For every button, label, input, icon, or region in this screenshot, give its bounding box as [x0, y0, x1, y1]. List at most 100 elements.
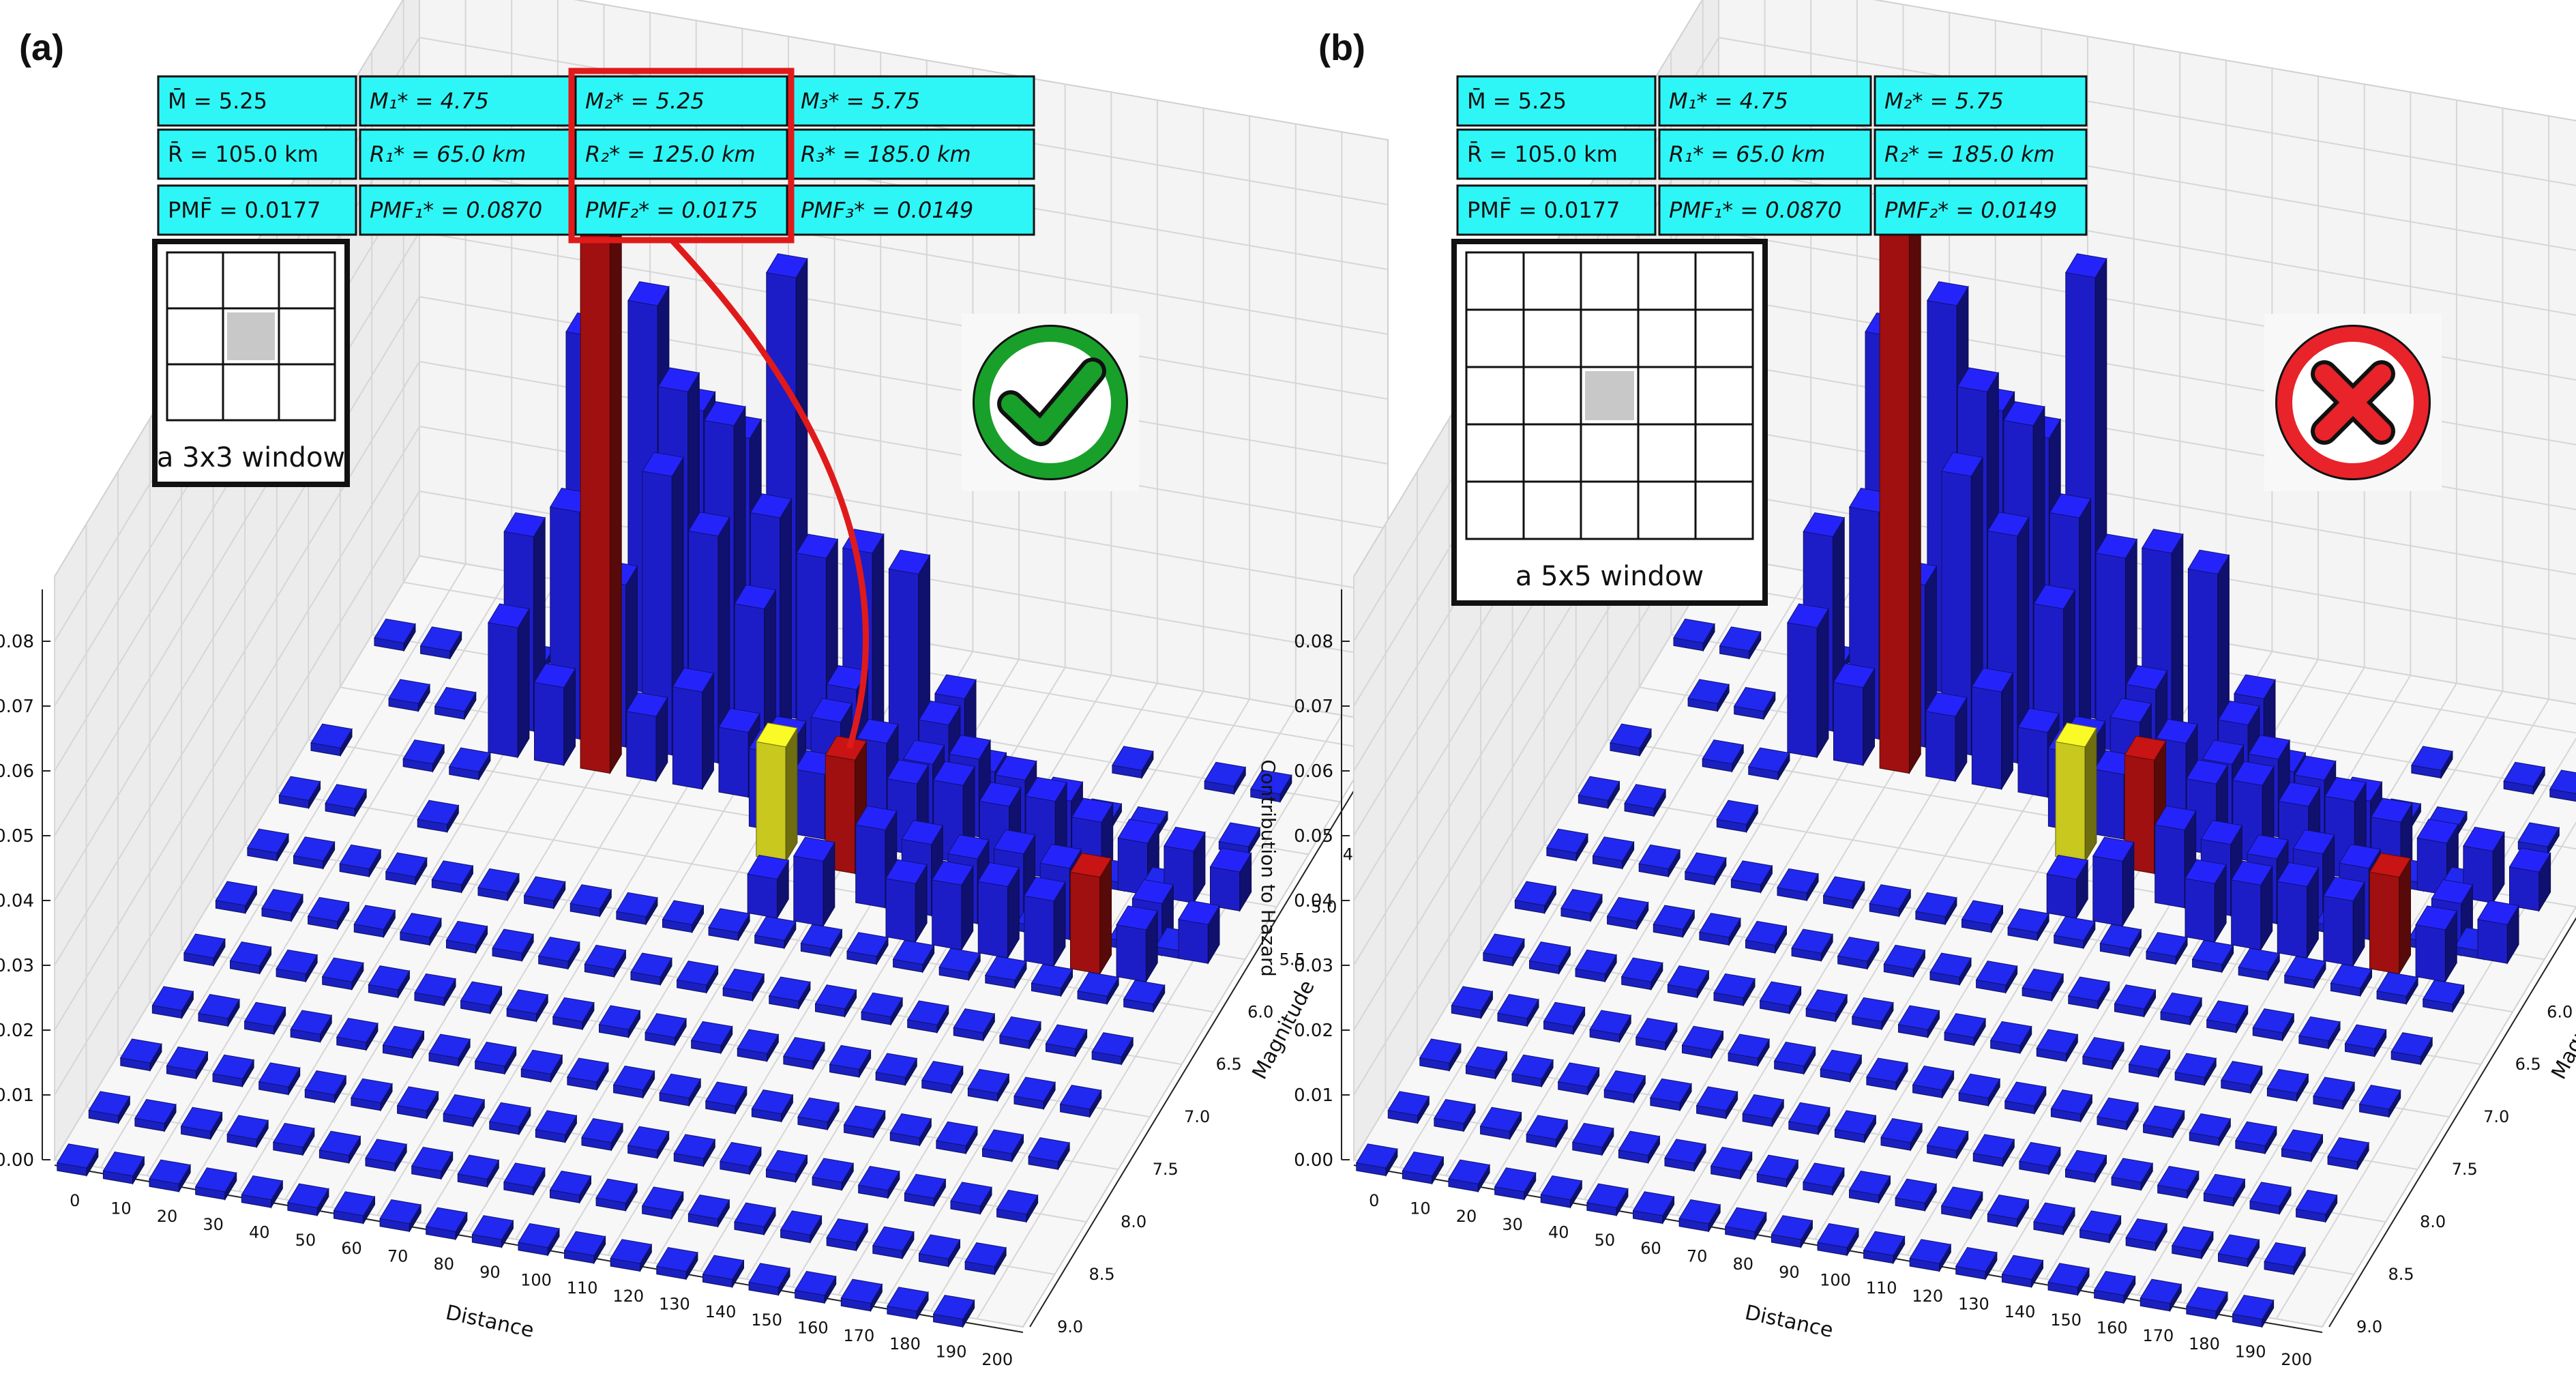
floor-bar [737, 1029, 780, 1063]
bar-top [1059, 1085, 1102, 1110]
bar-top [625, 692, 668, 717]
bar-top [1929, 952, 1972, 978]
bar-top [2330, 963, 2373, 989]
floor-bar [2186, 1287, 2228, 1321]
bar-top [720, 1142, 762, 1167]
floor-bar [1249, 770, 1292, 804]
bar-top [673, 1134, 716, 1159]
bar-top [448, 747, 491, 772]
bar-front [855, 824, 886, 909]
floor-bar [1013, 1077, 1056, 1111]
magnitude-tick-label: 7.5 [1153, 1160, 1179, 1179]
floor-bar [630, 952, 672, 986]
bar-top [1131, 879, 1174, 905]
bar-top [1013, 1077, 1056, 1102]
bar-top [2202, 740, 2245, 765]
floor-bar [419, 626, 462, 660]
bar-top [310, 723, 353, 748]
bar-top [2266, 1068, 2309, 1094]
floor-bar [1526, 1115, 1569, 1149]
floor-bar [857, 1166, 900, 1199]
info-cell-text: R₂* = 185.0 km [1884, 141, 2055, 167]
floor-bar [2128, 1044, 2171, 1079]
bar-top [1880, 1118, 1923, 1143]
bar-top [581, 1118, 623, 1143]
bar-top [1820, 1049, 1863, 1075]
floor-bar [673, 1134, 716, 1168]
distance-tick-label: 50 [1595, 1231, 1616, 1250]
bar-top [810, 698, 853, 723]
bar-top [1756, 1154, 1799, 1180]
info-cell [1456, 184, 1657, 236]
floor-bar [1589, 1010, 1632, 1044]
bar-top [1667, 965, 1710, 991]
floor-bar [2033, 1202, 2075, 1236]
distance-tick-label: 10 [1410, 1199, 1431, 1218]
bar-front [2323, 895, 2354, 967]
floor-bar [953, 1008, 996, 1042]
bar-top [2370, 797, 2413, 823]
bar-front [2231, 879, 2262, 950]
bar-top [535, 1110, 578, 1135]
bar-top [1069, 853, 1112, 878]
bar-top [2064, 1150, 2107, 1175]
floor-bar [612, 1066, 655, 1099]
distance-tick-label: 100 [1820, 1271, 1851, 1290]
bar-top [2093, 1270, 2136, 1296]
z-tick-label: 0.08 [1294, 632, 1333, 652]
floor-bar [166, 1046, 209, 1080]
bar-top [2508, 847, 2551, 873]
floor-bar [1975, 961, 2018, 995]
floor-bar [535, 1110, 578, 1144]
floor-bar [1883, 944, 1926, 978]
bar-top [241, 1175, 284, 1201]
bar-top [1448, 1159, 1490, 1184]
info-cell-text: M₃* = 5.75 [801, 88, 920, 114]
bar-top [261, 889, 304, 914]
bar-top [226, 1115, 269, 1140]
floor-bar [616, 892, 658, 926]
floor-bar [754, 916, 797, 950]
info-cell [790, 75, 1035, 127]
window-cell [278, 363, 336, 422]
floor-bar [1045, 1024, 1088, 1058]
floor-bar [794, 1270, 837, 1304]
info-cell-text: PMF₁* = 0.0870 [370, 197, 542, 223]
window-cell [1580, 308, 1640, 368]
bar-front [977, 881, 1009, 958]
floor-bar [2503, 761, 2546, 795]
floor-bar [2330, 963, 2373, 997]
bar-top [1869, 884, 1912, 909]
floor-bar [2050, 1089, 2093, 1123]
floor-bar [1673, 618, 1715, 652]
bar-blue [1178, 900, 1220, 965]
floor-bar [2067, 976, 2110, 1010]
floor-bar [402, 739, 445, 773]
bar-front [756, 741, 786, 862]
bar-blue [2154, 805, 2197, 909]
bar-top [1716, 800, 1759, 825]
bar-top [2358, 1085, 2401, 1110]
info-cell-text: PMF̄ = 0.0177 [168, 196, 321, 223]
bar-top [2264, 1242, 2306, 1268]
floor-bar [938, 948, 981, 982]
distance-tick-label: 50 [295, 1231, 316, 1250]
distance-tick-label: 100 [520, 1271, 552, 1290]
bar-top [2111, 1158, 2154, 1183]
bar-top [702, 1255, 745, 1280]
grid-line-z [54, 555, 1389, 1160]
bar-top [2295, 1190, 2338, 1215]
floor-bar [1915, 892, 1957, 926]
bar-top [1866, 1057, 1908, 1083]
bar-top [2234, 674, 2276, 699]
bar-front [2094, 769, 2125, 840]
bar-side [702, 671, 714, 791]
bar-front [2477, 919, 2508, 964]
bar-top [2238, 948, 2281, 973]
distance-tick-label: 130 [1958, 1295, 1989, 1314]
floor-bar [1528, 941, 1571, 976]
check-icon [962, 314, 1139, 491]
floor-bar [445, 920, 488, 954]
bar-top [351, 1078, 393, 1103]
floor-bar [722, 968, 765, 1002]
